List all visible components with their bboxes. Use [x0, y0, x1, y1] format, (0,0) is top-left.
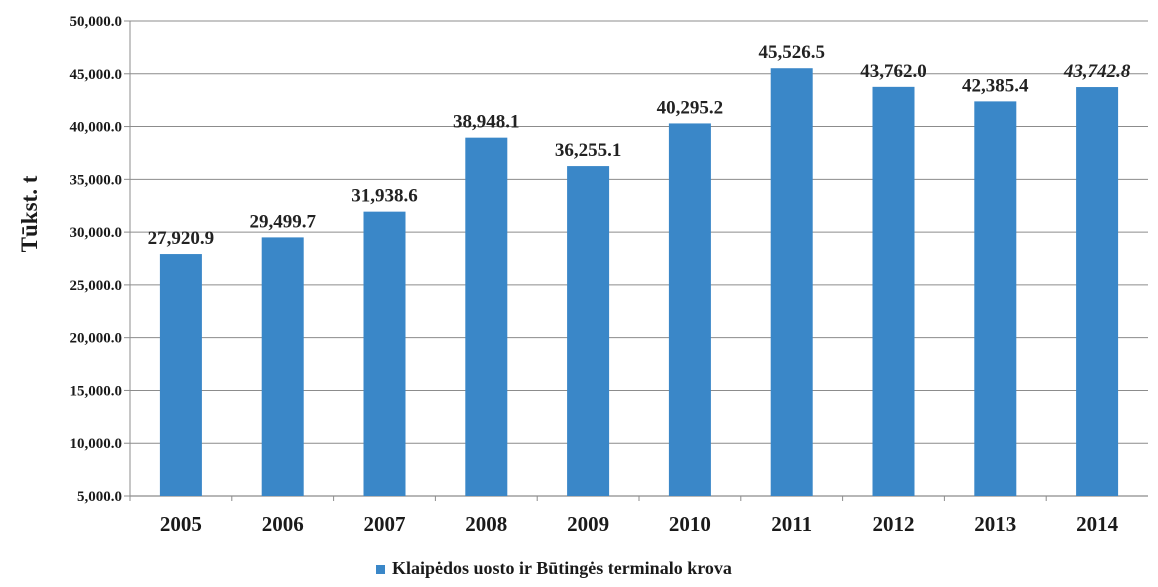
bar-2013: [974, 101, 1017, 496]
y-tick-label: 40,000.0: [70, 120, 123, 136]
legend: Klaipėdos uosto ir Būtingės terminalo kr…: [376, 558, 732, 578]
data-label-2010: 40,295.2: [657, 97, 724, 118]
data-labels: 27,920.9 29,499.7 31,938.6 38,948.1 36,255.1…: [148, 42, 1131, 249]
x-tick-label: 2006: [262, 512, 304, 536]
y-tick-label: 25,000.0: [70, 278, 123, 294]
bar-2012: [872, 86, 915, 497]
data-label-2012: 43,762.0: [860, 61, 927, 82]
legend-swatch: [376, 565, 385, 574]
y-tick-label: 10,000.0: [70, 436, 123, 452]
y-tick-label: 35,000.0: [70, 172, 123, 188]
x-tick-label: 2013: [974, 512, 1016, 536]
bar-2008: [465, 137, 508, 497]
x-tick-label: 2007: [364, 512, 406, 536]
bars: [159, 68, 1119, 497]
tick-labels: 5,000.0 10,000.0 15,000.0 20,000.0 25,000.0 3…: [70, 14, 1119, 536]
x-tick-label: 2012: [873, 512, 915, 536]
y-axis-title: Tūkst. t: [17, 175, 42, 252]
data-label-2014: 43,742.8: [1063, 61, 1131, 82]
y-tick-label: 30,000.0: [70, 225, 123, 241]
data-label-2011: 45,526.5: [758, 42, 825, 63]
x-tick-label: 2014: [1076, 512, 1119, 536]
bar-2009: [567, 166, 610, 496]
bar-2011: [770, 68, 813, 496]
data-label-2006: 29,499.7: [249, 211, 316, 232]
bar-2010: [668, 123, 711, 497]
x-tick-label: 2005: [160, 512, 202, 536]
bar-2005: [159, 254, 202, 496]
y-tick-label: 50,000.0: [70, 14, 123, 30]
bar-2007: [363, 211, 406, 496]
legend-label: Klaipėdos uosto ir Būtingės terminalo kr…: [392, 558, 732, 578]
x-tick-label: 2008: [465, 512, 507, 536]
x-tick-label: 2011: [771, 512, 812, 536]
y-tick-label: 45,000.0: [70, 67, 123, 83]
bar-2014: [1076, 87, 1119, 497]
x-tick-label: 2009: [567, 512, 609, 536]
data-label-2008: 38,948.1: [453, 112, 520, 133]
bar-2006: [261, 237, 304, 496]
y-tick-label: 15,000.0: [70, 383, 123, 399]
data-label-2009: 36,255.1: [555, 140, 622, 161]
y-tick-label: 5,000.0: [77, 489, 122, 505]
y-tick-label: 20,000.0: [70, 331, 123, 347]
data-label-2013: 42,385.4: [962, 75, 1029, 96]
data-label-2005: 27,920.9: [148, 228, 215, 249]
data-label-2007: 31,938.6: [351, 186, 418, 207]
x-tick-label: 2010: [669, 512, 711, 536]
